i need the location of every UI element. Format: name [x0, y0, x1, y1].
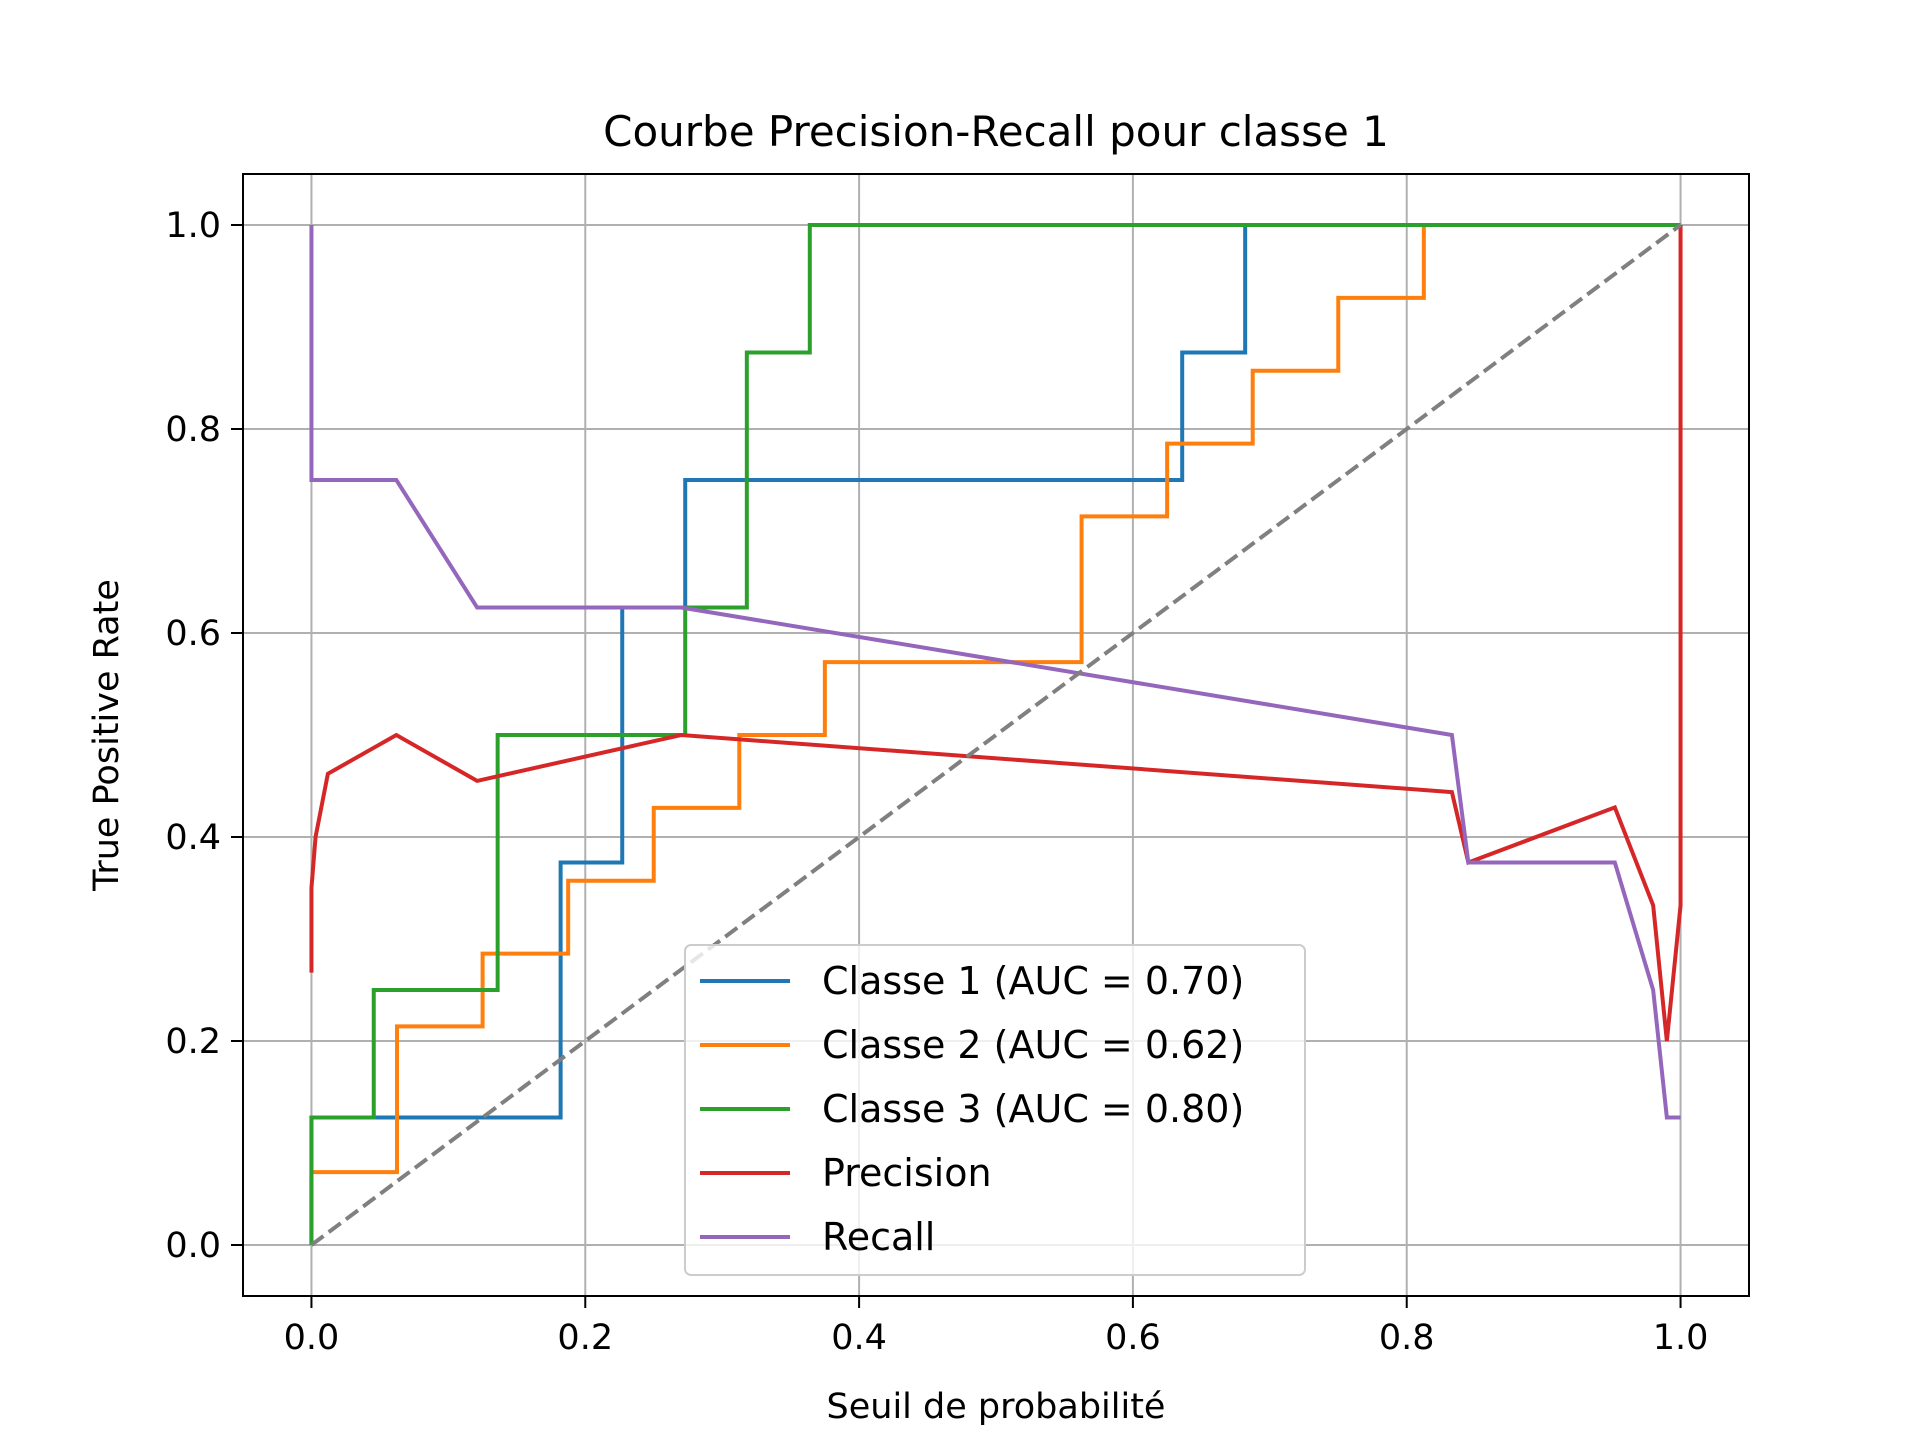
legend: Classe 1 (AUC = 0.70) Classe 2 (AUC = 0.6… [684, 944, 1306, 1276]
y-tick-label: 0.6 [165, 614, 221, 654]
legend-label: Classe 2 (AUC = 0.62) [822, 1023, 1244, 1067]
y-tick-label: 0.0 [165, 1226, 221, 1266]
y-tick-label: 0.4 [165, 818, 221, 858]
legend-label: Classe 1 (AUC = 0.70) [822, 959, 1244, 1003]
series-line-recall [309, 225, 1681, 1120]
x-tick-label: 0.4 [831, 1318, 887, 1358]
legend-label: Precision [822, 1151, 992, 1195]
y-tick-label: 1.0 [165, 206, 221, 246]
ticks: 0.0 0.2 0.4 0.6 0.8 1.0 0.0 0.2 0.4 0.6 0.8 1.0 [165, 206, 1708, 1358]
y-tick-label: 0.8 [165, 410, 221, 450]
y-tick-label: 0.2 [165, 1022, 221, 1062]
legend-box [684, 944, 1306, 1276]
x-axis-label: Seuil de probabilité [827, 1387, 1166, 1427]
y-axis-label: True Positive Rate [87, 579, 127, 892]
x-tick-label: 0.0 [284, 1318, 340, 1358]
legend-label: Recall [822, 1215, 935, 1259]
x-tick-label: 1.0 [1653, 1318, 1709, 1358]
chart-title: Courbe Precision-Recall pour classe 1 [603, 107, 1389, 156]
x-tick-label: 0.8 [1379, 1318, 1435, 1358]
x-tick-label: 0.2 [557, 1318, 613, 1358]
plot-area [309, 223, 1683, 1247]
series-line-precision [309, 225, 1683, 1042]
axes-frame [242, 173, 1750, 1297]
diagonal-reference-line [310, 223, 1682, 1247]
x-tick-label: 0.6 [1105, 1318, 1161, 1358]
series-line-classe-2-auc-0-62 [309, 223, 1681, 1245]
legend-label: Classe 3 (AUC = 0.80) [822, 1087, 1244, 1131]
